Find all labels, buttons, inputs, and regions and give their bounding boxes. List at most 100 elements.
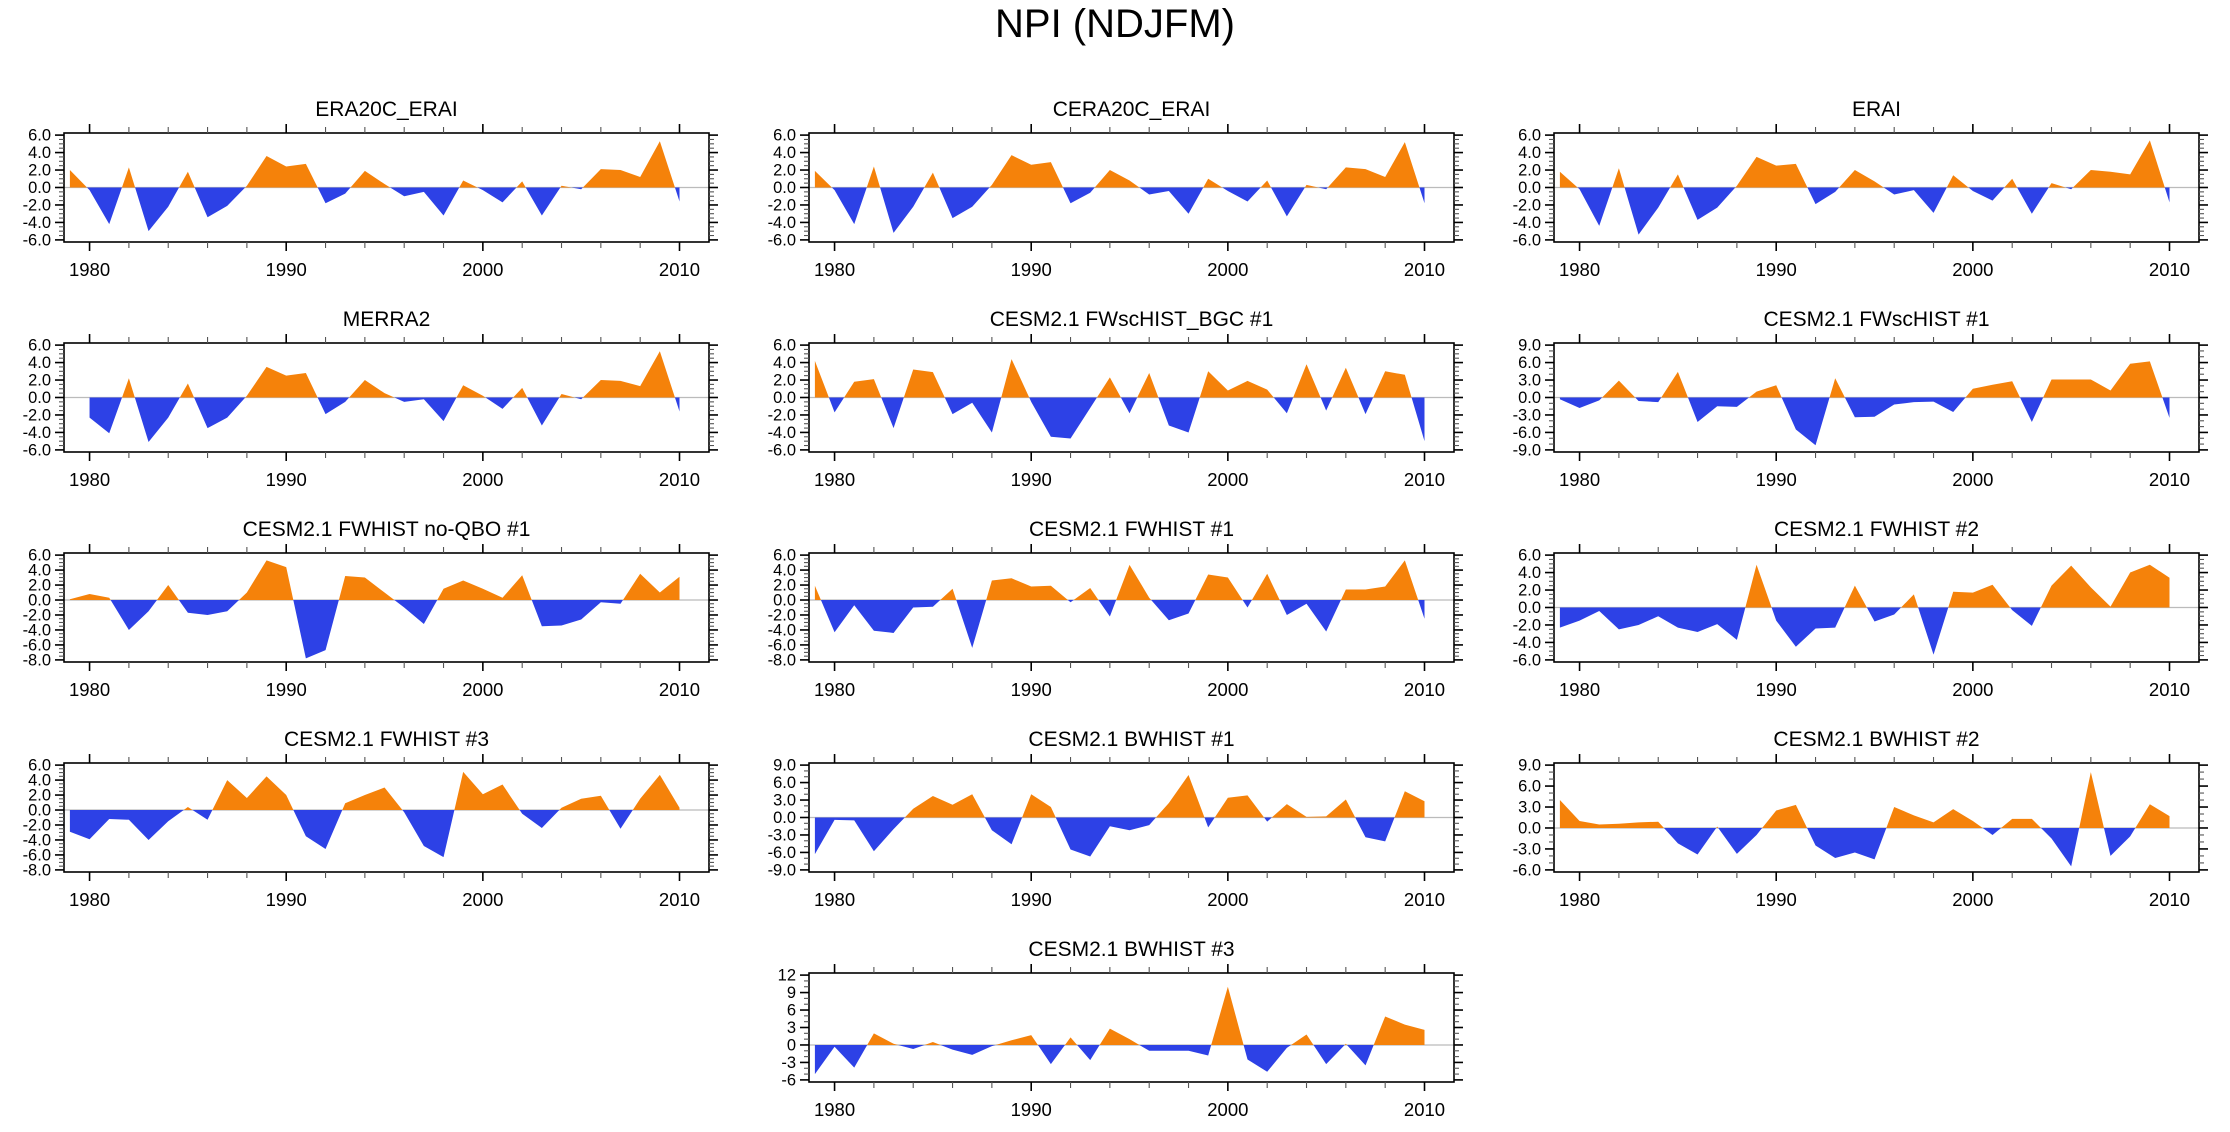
y-tick-label: -4.0 <box>23 831 51 849</box>
panel-merra2: MERRA2 6.0 4.0 2.0 0.0 -2.0 -4.0 -6.0 1980 1990 20… <box>0 285 740 495</box>
positive-area <box>1559 140 2170 188</box>
panel-title: CERA20C_ERAI <box>1053 98 1211 121</box>
y-tick-label: -6.0 <box>768 231 796 249</box>
y-tick-label: -6.0 <box>768 636 796 654</box>
positive-area <box>867 986 1425 1045</box>
y-tick-label: 4.0 <box>773 354 796 372</box>
x-tick-label: 1980 <box>814 1099 855 1120</box>
x-tick-label: 1980 <box>69 889 110 910</box>
positive-area <box>814 142 1425 188</box>
y-tick-label: 9.0 <box>1518 757 1541 775</box>
negative-area <box>1559 187 2170 235</box>
negative-area <box>69 810 633 858</box>
y-tick-label: -6.0 <box>23 636 51 654</box>
chart-svg: CESM2.1 FWHIST #3 6.04.02.00.0-2.0-4.0-6.… <box>23 728 718 910</box>
panel-title: CESM2.1 FWHIST #3 <box>284 728 489 751</box>
y-tick-label: 12 <box>778 967 796 985</box>
chart-svg: CESM2.1 FWscHIST #1 9.06.03.00.0-3.0-6.0-… <box>1513 308 2208 490</box>
positive-area <box>1559 361 2170 398</box>
x-tick-label: 1990 <box>1756 469 1797 490</box>
y-tick-label: 6 <box>787 1002 796 1020</box>
x-tick-label: 1990 <box>1011 679 1052 700</box>
y-tick-label: 0.0 <box>1518 599 1541 617</box>
plot-frame <box>808 972 1455 1083</box>
x-tick-label: 1980 <box>814 469 855 490</box>
y-tick-label: 6.0 <box>28 757 51 775</box>
x-tick-label: 2000 <box>1207 259 1248 280</box>
y-tick-label: 6.0 <box>1518 127 1541 145</box>
x-tick-label: 2010 <box>1404 889 1445 910</box>
y-tick-label: 6.0 <box>773 547 796 565</box>
x-tick-label: 2010 <box>659 889 700 910</box>
y-tick-label: 0.0 <box>773 389 796 407</box>
y-tick-label: 0.0 <box>1518 179 1541 197</box>
negative-area <box>69 187 680 232</box>
y-tick-label: 3 <box>787 1019 796 1037</box>
chart-svg: CESM2.1 FWHIST no-QBO #1 6.04.02.00.0-2.0… <box>23 518 718 700</box>
x-tick-label: 2010 <box>1404 1099 1445 1120</box>
y-tick-label: 4.0 <box>28 144 51 162</box>
x-tick-label: 2010 <box>659 259 700 280</box>
x-tick-label: 2010 <box>659 469 700 490</box>
y-tick-label: -6 <box>781 1071 796 1089</box>
x-tick-label: 1980 <box>1559 679 1600 700</box>
y-tick-label: -4.0 <box>1513 214 1541 232</box>
y-tick-label: 6.0 <box>773 774 796 792</box>
positive-area <box>814 359 1425 398</box>
y-tick-label: -2.0 <box>23 606 51 624</box>
x-tick-label: 1980 <box>814 679 855 700</box>
x-tick-label: 1990 <box>1011 889 1052 910</box>
y-tick-label: 0 <box>787 1036 796 1054</box>
y-tick-label: 0.0 <box>28 802 51 820</box>
negative-area <box>110 600 623 659</box>
y-tick-label: 2.0 <box>1518 162 1541 180</box>
y-tick-label: -6.0 <box>1513 231 1541 249</box>
chart-svg: ERA20C_ERAI 6.04.02.00.0-2.0-4.0-6.0 1980 1… <box>23 98 718 280</box>
chart-svg: CESM2.1 FWHIST #1 6.04.02.00.0-2.0-4.0-6.… <box>768 518 1463 700</box>
y-tick-label: -3 <box>781 1054 796 1072</box>
y-tick-label: -4.0 <box>768 621 796 639</box>
y-tick-label: 9.0 <box>1518 337 1541 355</box>
y-tick-label: 2.0 <box>28 577 51 595</box>
y-tick-label: 0.0 <box>28 592 51 610</box>
y-tick-label: 6.0 <box>1518 778 1541 796</box>
y-tick-label: 6.0 <box>773 337 796 355</box>
x-tick-label: 1980 <box>1559 259 1600 280</box>
y-tick-label: -2.0 <box>768 406 796 424</box>
y-tick-label: 0.0 <box>28 389 51 407</box>
x-tick-label: 2000 <box>1207 1099 1248 1120</box>
panel-cera20c-erai: CERA20C_ERAI 6.0 4.0 2.0 0.0 -2.0 -4.0 -6.0 1980… <box>745 75 1485 285</box>
y-tick-label: 0.0 <box>773 592 796 610</box>
y-tick-label: 6.0 <box>28 547 51 565</box>
x-tick-label: 2000 <box>462 889 503 910</box>
y-tick-label: -9.0 <box>1513 441 1541 459</box>
panel-cesm2-1-bwhist-2: CESM2.1 BWHIST #2 9.0 6.0 3.0 0.0 -3.0 -6.0 198… <box>1490 705 2230 915</box>
x-tick-label: 2010 <box>2149 889 2190 910</box>
y-tick-label: 6.0 <box>28 127 51 145</box>
panel-cesm2-1-fwschist-1: CESM2.1 FWscHIST #1 9.0 6.0 3.0 0.0 -3.0 -6.0-… <box>1490 285 2230 495</box>
x-tick-label: 2000 <box>1952 259 1993 280</box>
x-tick-label: 1990 <box>1756 889 1797 910</box>
y-tick-label: -4.0 <box>23 621 51 639</box>
x-tick-label: 2010 <box>1404 259 1445 280</box>
panel-title: MERRA2 <box>343 308 431 331</box>
panel-title: CESM2.1 BWHIST #2 <box>1773 728 1979 751</box>
chart-svg: ERAI 6.04.02.00.0-2.0-4.0-6.0 1980 1990 2000… <box>1513 98 2208 280</box>
x-tick-label: 1990 <box>1756 259 1797 280</box>
chart-svg: CESM2.1 FWHIST #2 6.04.02.00.0-2.0-4.0-6.… <box>1513 518 2208 700</box>
y-tick-label: -2.0 <box>23 196 51 214</box>
y-tick-label: -8.0 <box>23 861 51 879</box>
y-tick-label: -4.0 <box>1513 634 1541 652</box>
y-tick-label: 2.0 <box>773 577 796 595</box>
y-tick-label: -6.0 <box>23 231 51 249</box>
x-tick-label: 1980 <box>814 259 855 280</box>
panels-grid: ERA20C_ERAI 6.0 4.0 2.0 0.0 -2.0 -4.0 -6.0 1980 1… <box>0 75 2230 1125</box>
y-tick-label: -2.0 <box>1513 196 1541 214</box>
panel-title: ERAI <box>1852 98 1901 121</box>
y-tick-label: 0.0 <box>1518 819 1541 837</box>
y-tick-label: 0.0 <box>773 179 796 197</box>
chart-svg: CESM2.1 BWHIST #1 9.06.03.00.0-3.0-6.0-9.… <box>768 728 1463 910</box>
panel-title: ERA20C_ERAI <box>315 98 457 121</box>
panel-title: CESM2.1 FWHIST no-QBO #1 <box>243 518 531 541</box>
